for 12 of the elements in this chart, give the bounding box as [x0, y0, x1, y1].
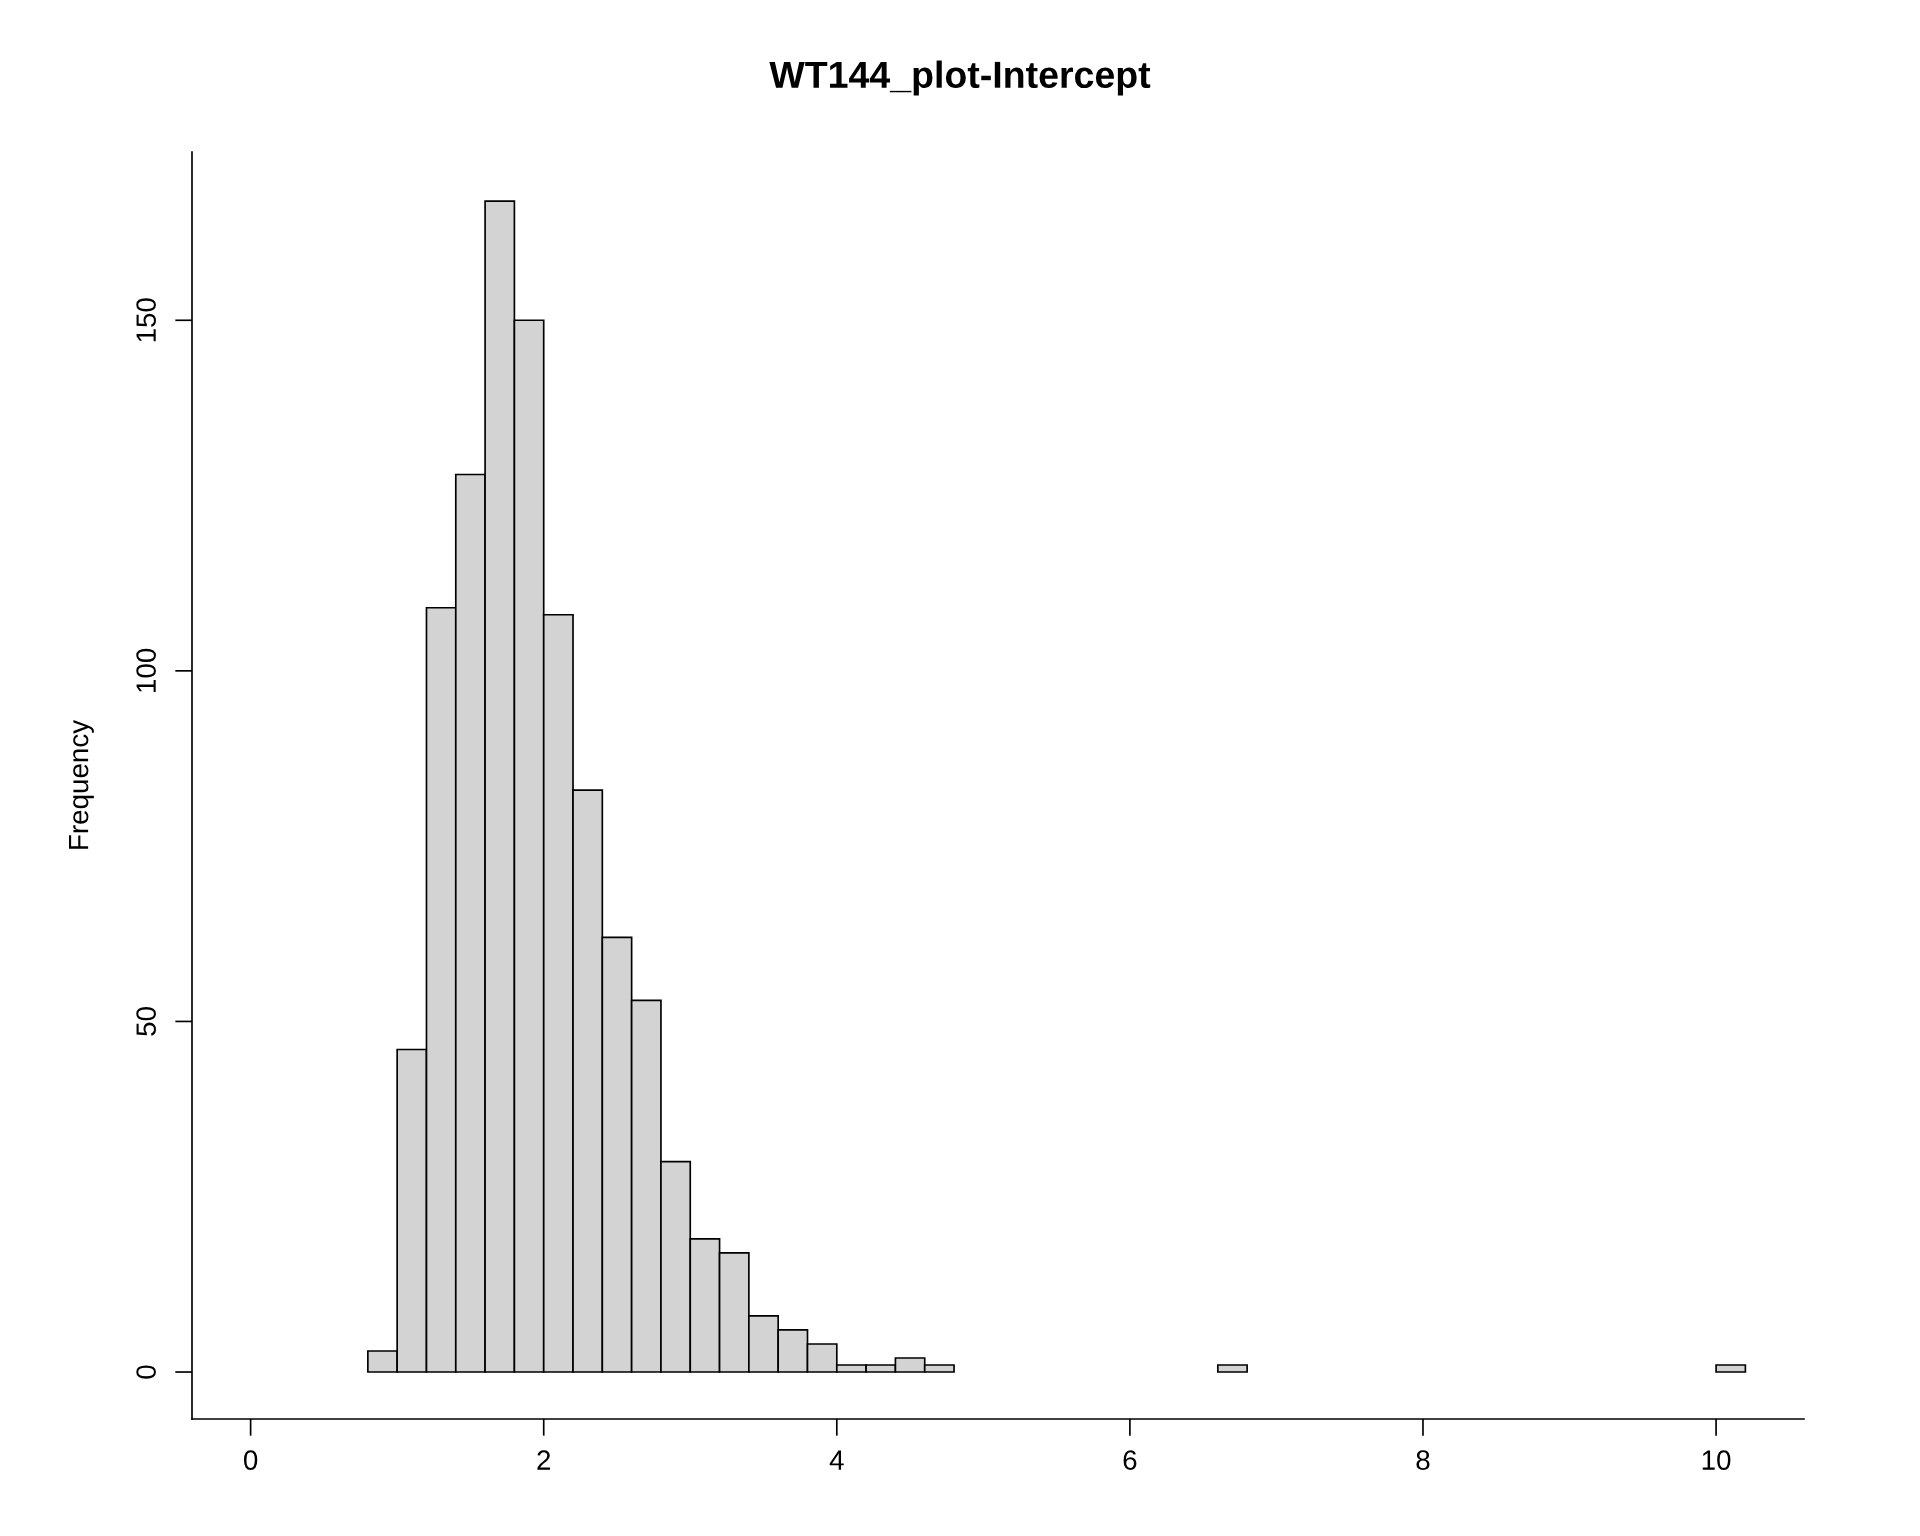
y-tick-label: 0	[136, 1365, 156, 1379]
x-tick-label: 4	[829, 1450, 844, 1470]
y-tick-label: 100	[136, 648, 156, 692]
x-tick-label: 2	[537, 1450, 551, 1470]
y-tick-label: 50	[136, 1007, 156, 1036]
x-tick-label: 0	[243, 1450, 258, 1470]
chart-title: WT144_plot-Intercept	[769, 60, 1151, 96]
x-tick-label: 10	[1702, 1450, 1731, 1470]
y-axis-title: Frequency	[69, 719, 94, 849]
x-tick-label: 8	[1416, 1450, 1430, 1470]
y-tick-label: 150	[136, 298, 156, 342]
x-tick-label: 6	[1123, 1450, 1137, 1470]
